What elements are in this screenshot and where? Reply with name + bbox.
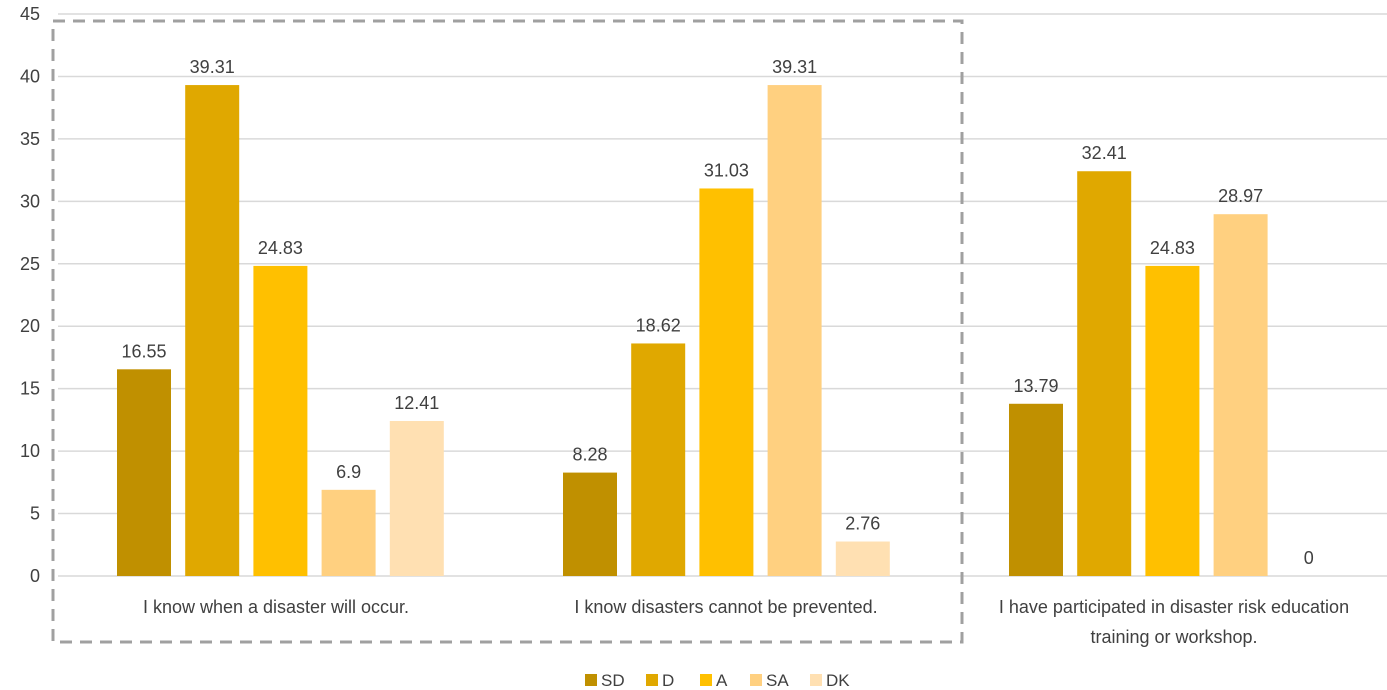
- bar-d: [631, 343, 686, 576]
- legend-swatch: [646, 674, 658, 686]
- y-tick-label: 15: [20, 379, 40, 399]
- dashed-highlight-box: [51, 19, 964, 644]
- bar-sd: [563, 472, 617, 576]
- legend-label: SA: [766, 671, 789, 690]
- bar-d: [1077, 171, 1132, 576]
- data-label: 24.83: [1150, 238, 1195, 258]
- data-label: 12.41: [394, 393, 439, 413]
- y-axis-ticks: 0 5 10 15 20 25 30 35 40 45: [20, 4, 40, 586]
- data-label: 2.76: [845, 514, 880, 534]
- data-label: 31.03: [704, 160, 749, 180]
- data-label: 24.83: [258, 238, 303, 258]
- y-tick-label: 0: [30, 566, 40, 586]
- data-label: 32.41: [1082, 143, 1127, 163]
- y-tick-label: 45: [20, 4, 40, 24]
- category-label: I know when a disaster will occur.: [143, 597, 409, 617]
- category-labels: I know when a disaster will occur. I know…: [143, 597, 1349, 647]
- data-label: 8.28: [572, 445, 607, 465]
- legend-item-dk: DK: [810, 671, 850, 690]
- y-tick-label: 20: [20, 316, 40, 336]
- y-tick-label: 40: [20, 66, 40, 86]
- bar-sd: [117, 369, 171, 576]
- bar-a: [253, 265, 308, 576]
- category-label: I have participated in disaster risk edu…: [999, 597, 1349, 647]
- legend-swatch: [585, 674, 597, 686]
- category-label: I know disasters cannot be prevented.: [574, 597, 877, 617]
- data-label: 39.31: [190, 57, 235, 77]
- data-label: 39.31: [772, 57, 817, 77]
- bar-sa: [1213, 214, 1268, 576]
- data-label: 28.97: [1218, 186, 1263, 206]
- data-labels: 16.55 39.31 24.83 6.9 12.41 8.28 18.62 31.03 39.…: [121, 57, 1313, 568]
- y-tick-label: 5: [30, 504, 40, 524]
- bars: [117, 85, 1268, 577]
- bar-dk: [835, 541, 890, 576]
- y-tick-label: 35: [20, 129, 40, 149]
- y-tick-label: 30: [20, 191, 40, 211]
- legend: SD D A SA DK: [585, 671, 850, 690]
- y-tick-label: 25: [20, 254, 40, 274]
- data-label: 16.55: [121, 341, 166, 361]
- data-label: 13.79: [1013, 376, 1058, 396]
- legend-item-d: D: [646, 671, 674, 690]
- bar-sd: [1009, 403, 1063, 576]
- data-label: 18.62: [636, 315, 681, 335]
- bar-a: [1145, 265, 1200, 576]
- bar-d: [185, 85, 240, 577]
- legend-label: A: [716, 671, 728, 690]
- data-label: 6.9: [336, 462, 361, 482]
- legend-swatch: [700, 674, 712, 686]
- bar-sa: [767, 85, 822, 577]
- y-tick-label: 10: [20, 441, 40, 461]
- legend-swatch: [810, 674, 822, 686]
- data-label: 0: [1304, 548, 1314, 568]
- legend-label: SD: [601, 671, 625, 690]
- bar-dk: [389, 421, 444, 576]
- legend-swatch: [750, 674, 762, 686]
- legend-item-a: A: [700, 671, 728, 690]
- bar-a: [699, 188, 754, 576]
- legend-item-sa: SA: [750, 671, 789, 690]
- legend-item-sd: SD: [585, 671, 625, 690]
- legend-label: DK: [826, 671, 850, 690]
- bar-sa: [321, 489, 376, 576]
- legend-label: D: [662, 671, 674, 690]
